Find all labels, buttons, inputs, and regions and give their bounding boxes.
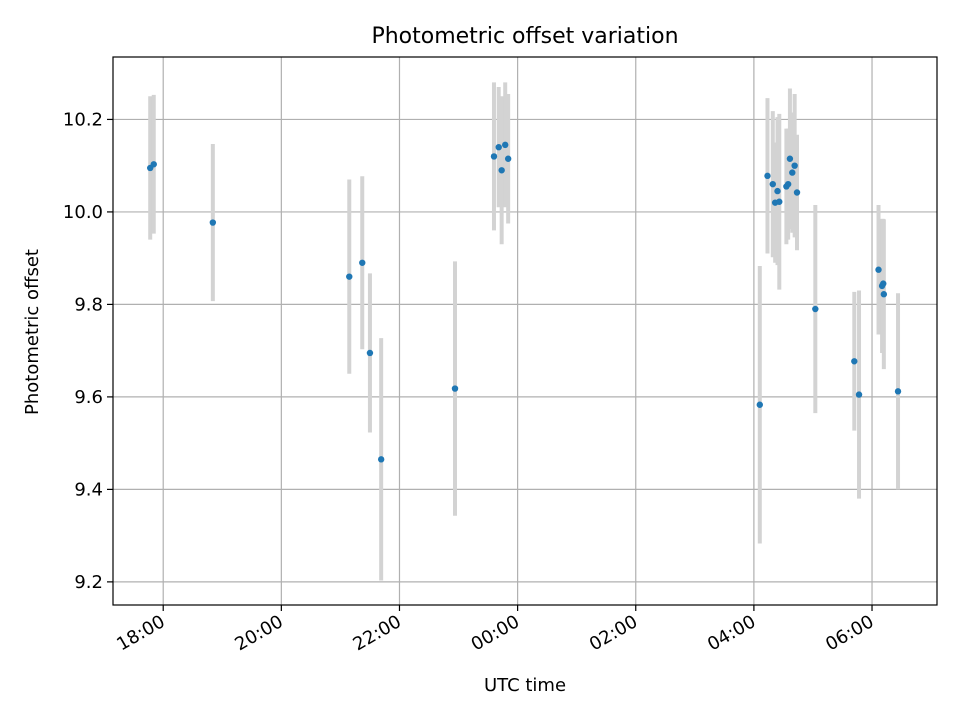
grid [113,57,937,605]
data-point [498,167,505,174]
data-point [150,161,157,168]
data-point [209,219,217,226]
data-point [377,456,385,463]
data-point [490,153,498,160]
y-axis-label: Photometric offset [22,249,43,415]
y-tick-label: 10.2 [63,109,103,130]
data-point [764,172,771,180]
chart-title: Photometric offset variation [371,24,678,49]
data-point [875,266,882,273]
plot-frame [112,56,938,606]
data-point [502,141,509,149]
data-point [786,155,794,162]
y-tick-label: 10.0 [63,202,103,223]
y-tick-label: 9.2 [74,572,103,593]
data-point [366,349,374,357]
data-point [776,198,783,205]
data-point [451,385,459,392]
data-point [851,358,858,365]
data-point [789,169,796,176]
y-axis-ticks: 9.2 9.4 9.6 9.8 10.0 10.2 [63,109,113,593]
y-tick-label: 9.8 [74,294,103,315]
data-point [784,180,792,188]
data-point [504,155,512,162]
data-point [791,162,798,169]
data-point [880,291,888,298]
data-point [894,388,902,395]
y-tick-label: 9.6 [74,387,103,408]
data-point [812,305,819,313]
data-point [769,180,776,188]
x-axis-label: UTC time [484,675,566,696]
data-point [880,280,887,287]
data-point [756,401,763,408]
data-point [495,143,502,151]
data-points [147,141,902,463]
y-tick-label: 9.4 [74,479,103,500]
data-point [855,391,863,398]
data-point [359,259,366,266]
data-point [774,187,781,195]
data-point [793,189,801,196]
data-point [346,273,353,280]
